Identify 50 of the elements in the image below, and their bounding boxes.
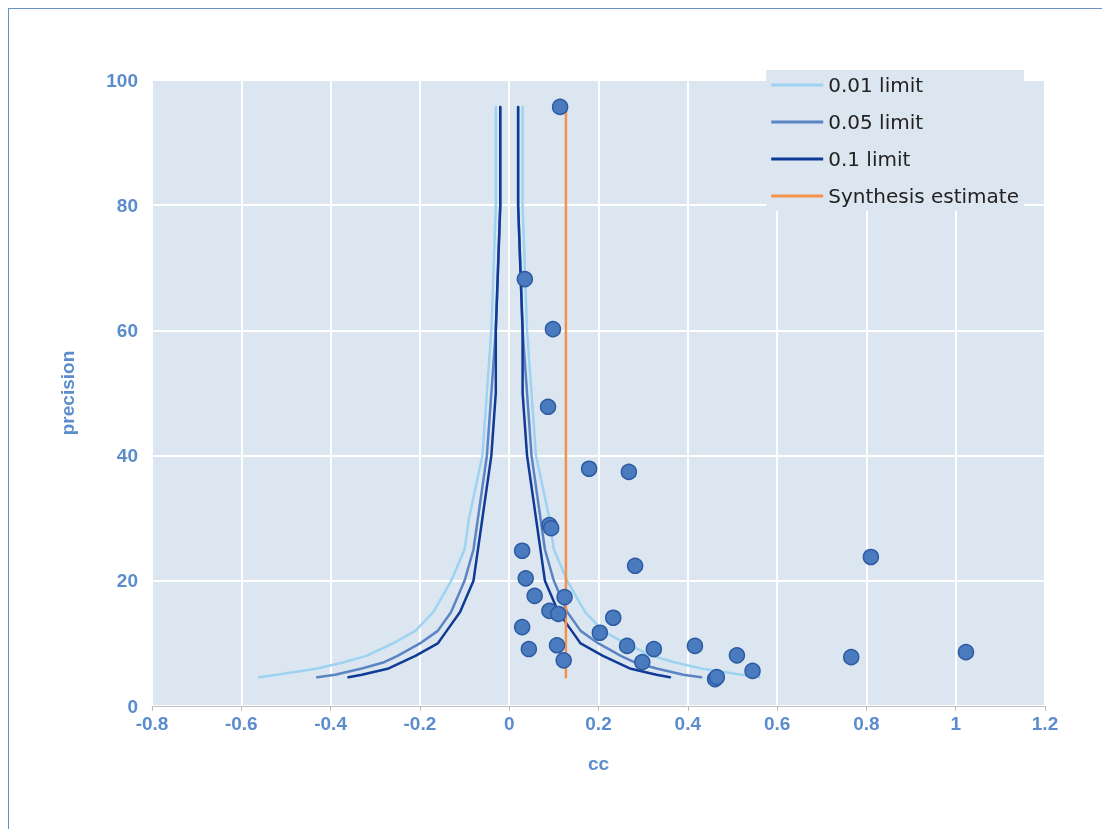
point [618, 637, 636, 655]
x-axis-title: cc [587, 753, 610, 774]
y-tick-label: 40 [116, 445, 138, 467]
point [686, 637, 704, 655]
point [544, 320, 562, 338]
point [862, 548, 880, 566]
x-tick-label: 0.8 [853, 713, 880, 734]
point [555, 652, 572, 669]
point [526, 587, 543, 605]
point [591, 624, 609, 641]
y-tick-label: 20 [116, 570, 138, 592]
y-tick-label: 80 [116, 194, 138, 216]
y-tick-label: 60 [116, 319, 138, 341]
point [634, 653, 651, 671]
x-tick-label: -0.4 [314, 713, 348, 734]
x-tick-label: -0.2 [403, 713, 437, 734]
x-tick-label: 0.2 [585, 713, 612, 734]
x-tick-label: 0.6 [763, 713, 791, 734]
point [520, 640, 538, 658]
point [517, 570, 534, 587]
legend-label: Synthesis estimate [828, 184, 1020, 208]
point [513, 618, 531, 636]
point [645, 640, 663, 658]
point [516, 270, 534, 288]
point [550, 605, 567, 623]
x-tick-label: -0.8 [135, 713, 169, 734]
x-tick-label: 0 [503, 713, 515, 734]
point [548, 637, 566, 654]
point [744, 662, 761, 680]
y-tick-label: 0 [127, 695, 138, 717]
point [556, 588, 573, 606]
point [551, 98, 569, 116]
legend-label: 0.05 limit [828, 110, 924, 134]
point [728, 647, 746, 664]
y-axis-title: precision [57, 350, 78, 436]
legend-label: 0.01 limit [828, 73, 924, 97]
y-tick-label: 100 [106, 69, 138, 91]
x-tick-label: 0.4 [674, 713, 702, 734]
point [626, 557, 644, 575]
point [539, 398, 557, 416]
point [957, 643, 975, 661]
x-tick-label: 1 [950, 713, 962, 734]
point [842, 648, 860, 666]
point [620, 463, 638, 481]
x-tick-label: -0.6 [224, 713, 258, 734]
legend-label: 0.1 limit [828, 147, 911, 171]
x-tick-label: 1.2 [1031, 713, 1059, 734]
point [580, 460, 598, 477]
point [513, 542, 531, 559]
point [605, 609, 622, 626]
